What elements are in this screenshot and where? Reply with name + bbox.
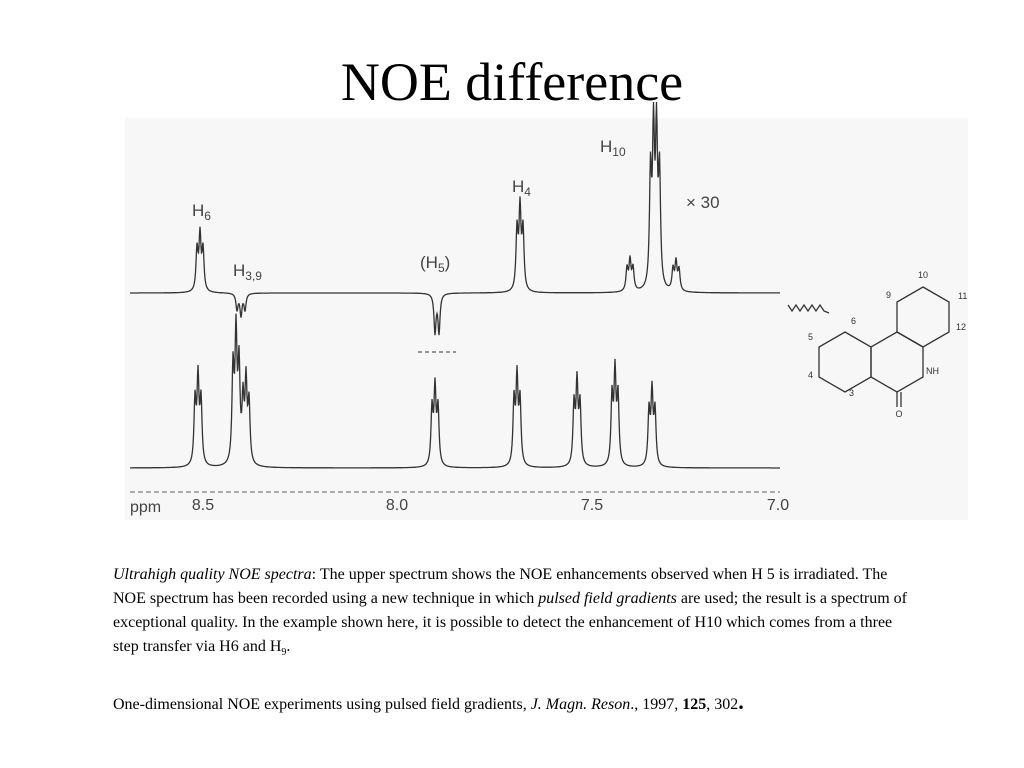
peak-label-sub: 10 bbox=[612, 145, 626, 159]
caption-text: : The upper spectrum shows the NOE enhan… bbox=[113, 566, 888, 607]
peak-label-base: H bbox=[512, 177, 524, 196]
axis-tick-label: 7.5 bbox=[581, 497, 603, 514]
atom-label: 12 bbox=[956, 322, 966, 332]
atom-label: 10 bbox=[918, 270, 928, 280]
axis-unit: ppm bbox=[130, 499, 161, 516]
reference-period: . bbox=[738, 689, 744, 714]
slide-title: NOE difference bbox=[340, 52, 684, 112]
atom-label: 6 bbox=[851, 316, 856, 326]
peak-label-base: (H bbox=[420, 253, 438, 272]
caption-text: . bbox=[286, 638, 291, 655]
peak-label: (H5) bbox=[420, 253, 450, 275]
figure: H6 H3,9 (H5) H4 H10 × 30 ppm 8.5 8.0 7.5… bbox=[125, 101, 968, 520]
atom-label: 9 bbox=[886, 290, 891, 300]
peak-label: H10 bbox=[600, 137, 626, 159]
reference-journal: J. Magn. Reson bbox=[530, 696, 631, 713]
reference-volume: 125 bbox=[682, 696, 707, 713]
peak-label-sub: 3,9 bbox=[245, 269, 262, 283]
caption-text: are used; the result is a spectrum of ex… bbox=[113, 590, 908, 655]
peak-label-sub: 4 bbox=[524, 185, 531, 199]
peak-label-base: H bbox=[600, 137, 612, 156]
caption-italic: Ultrahigh quality NOE spectra bbox=[113, 566, 312, 583]
caption-subscript: 9 bbox=[281, 647, 287, 659]
reference: One-dimensional NOE experiments using pu… bbox=[113, 690, 913, 717]
peak-label-tail: ) bbox=[445, 253, 451, 272]
structure bbox=[787, 286, 950, 407]
reference-text: One-dimensional NOE experiments using pu… bbox=[113, 696, 531, 713]
peak-label: H3,9 bbox=[233, 261, 262, 283]
atom-label: 4 bbox=[808, 370, 813, 380]
spectrum-trace bbox=[130, 101, 780, 336]
atom-label: 11 bbox=[958, 291, 967, 301]
axis-tick-label: 7.0 bbox=[767, 497, 789, 514]
spectra bbox=[130, 101, 780, 469]
atom-label: 5 bbox=[808, 332, 813, 342]
caption-italic: pulsed field gradients bbox=[538, 590, 677, 607]
atom-label: NH bbox=[926, 366, 939, 376]
axis-tick-label: 8.5 bbox=[192, 497, 214, 514]
peak-label-base: H bbox=[233, 261, 245, 280]
reference-text: , 302 bbox=[706, 696, 739, 713]
peak-label: H4 bbox=[512, 177, 531, 199]
figure-background bbox=[125, 118, 968, 520]
ring bbox=[896, 286, 950, 348]
irradiation-arrow bbox=[787, 303, 830, 314]
peak-label-sub: 5 bbox=[438, 261, 445, 275]
atom-label: O bbox=[895, 409, 902, 419]
multiplier: × 30 bbox=[686, 193, 720, 212]
atom-label: 3 bbox=[849, 388, 854, 398]
axis-tick-label: 8.0 bbox=[386, 497, 408, 514]
peak-label: H6 bbox=[192, 201, 211, 223]
spectrum-trace bbox=[130, 313, 780, 469]
reference-text: ., 1997, bbox=[630, 696, 683, 713]
caption: Ultrahigh quality NOE spectra: The upper… bbox=[113, 563, 913, 659]
peak-label-base: H bbox=[192, 201, 204, 220]
peak-label-sub: 6 bbox=[204, 209, 211, 223]
